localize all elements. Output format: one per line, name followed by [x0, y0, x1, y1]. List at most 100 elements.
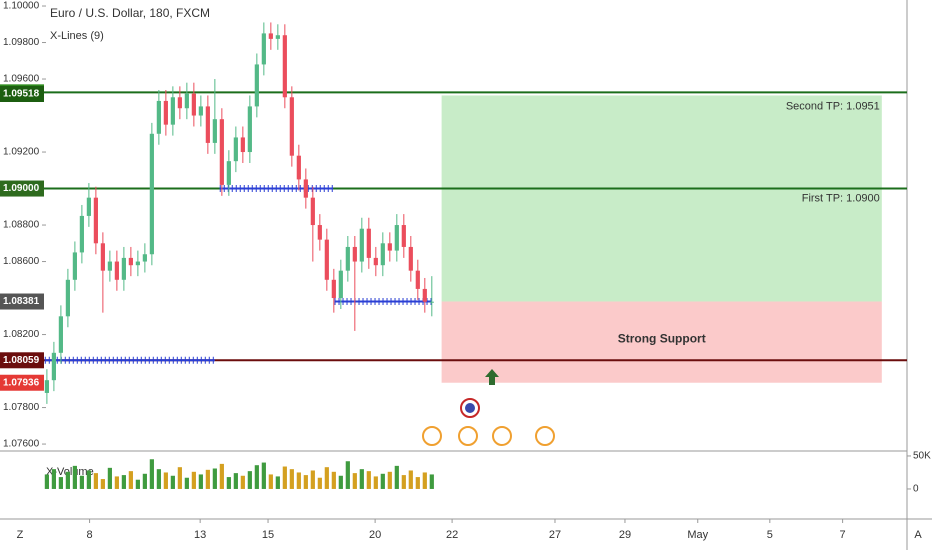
x-tick-label: 5 — [767, 529, 773, 541]
y-tick-label: 1.07600 — [3, 439, 40, 450]
price-tag-label: 1.08059 — [3, 355, 40, 366]
volume-bar — [247, 471, 252, 489]
candle-body — [268, 33, 273, 39]
event-icon — [535, 426, 555, 446]
candle-body — [408, 246, 413, 271]
candle-body — [205, 106, 210, 143]
volume-bar — [128, 471, 133, 489]
buy-arrow — [485, 369, 499, 385]
candle-body — [254, 64, 259, 107]
target-zone — [441, 301, 882, 383]
candle-body — [275, 35, 280, 39]
y-tick-label: 1.07800 — [3, 402, 40, 413]
candle-body — [338, 270, 343, 299]
volume-bar — [310, 470, 315, 489]
candle-body — [198, 106, 203, 116]
volume-bar — [93, 473, 98, 489]
candle-body — [170, 97, 175, 125]
price-tag-label: 1.09000 — [3, 183, 40, 194]
candle-body — [93, 197, 98, 244]
x-tick-label: 22 — [446, 529, 458, 541]
volume-bar — [170, 475, 175, 489]
volume-bar — [345, 461, 350, 489]
candle-body — [282, 35, 287, 98]
volume-bar — [86, 470, 91, 489]
candle-body — [380, 243, 385, 266]
price-tag — [0, 374, 44, 391]
volume-bar — [408, 470, 413, 489]
volume-bar — [359, 469, 364, 489]
candle-body — [310, 197, 315, 226]
candle-body — [373, 257, 378, 266]
volume-bar — [289, 469, 294, 489]
volume-bar — [226, 477, 231, 489]
x-tick-label: 20 — [369, 529, 381, 541]
candle-body — [317, 225, 322, 240]
volume-bar — [135, 479, 140, 489]
event-icon — [492, 426, 512, 446]
volume-bar — [163, 472, 168, 489]
corner-left: Z — [17, 529, 24, 541]
x-tick-label: 15 — [262, 529, 274, 541]
volume-bar — [72, 465, 77, 489]
candle-body — [79, 215, 84, 253]
candle-body — [163, 100, 168, 125]
chart-title: Euro / U.S. Dollar, 180, FXCM — [50, 6, 210, 20]
candle-body — [359, 228, 364, 262]
price-tag — [0, 293, 44, 310]
indicator-label: X-Lines (9) — [50, 30, 104, 42]
candle-body — [121, 257, 126, 280]
volume-bar — [338, 475, 343, 489]
x-tick-label: 8 — [87, 529, 93, 541]
candle-body — [128, 257, 133, 266]
volume-bar — [394, 465, 399, 489]
volume-bar — [352, 473, 357, 489]
target-zone — [441, 95, 882, 302]
volume-bar — [387, 471, 392, 489]
candle-body — [324, 239, 329, 280]
x-tick-label: May — [687, 529, 708, 541]
candle-body — [156, 100, 161, 134]
candle-body — [429, 301, 434, 303]
price-tag — [0, 180, 44, 197]
volume-bar — [121, 475, 126, 489]
volume-bar — [107, 467, 112, 489]
volume-bar — [261, 462, 266, 489]
price-tag — [0, 352, 44, 369]
zone-label: Strong Support — [618, 331, 706, 345]
volume-bar — [149, 459, 154, 489]
candle-body — [65, 279, 70, 317]
volume-bar — [268, 474, 273, 489]
candle-body — [44, 380, 49, 393]
volume-bar — [184, 477, 189, 489]
volume-bar — [422, 472, 427, 489]
event-icon — [458, 426, 478, 446]
candle-body — [387, 243, 392, 251]
volume-bar — [205, 469, 210, 489]
candle-body — [401, 225, 406, 247]
candle-body — [114, 261, 119, 280]
volume-bar — [282, 466, 287, 489]
candle-body — [296, 155, 301, 180]
volume-bar — [429, 474, 434, 489]
price-tag — [0, 85, 44, 102]
volume-bar — [401, 475, 406, 489]
y-tick-label: 1.10000 — [3, 1, 40, 12]
candle-body — [352, 246, 357, 262]
candle-body — [149, 133, 154, 255]
price-tag-label: 1.09518 — [3, 89, 40, 100]
candle-body — [191, 93, 196, 116]
candle-body — [247, 106, 252, 153]
volume-bar — [58, 477, 63, 489]
y-tick-label: 1.09800 — [3, 37, 40, 48]
candle-body — [142, 254, 147, 262]
volume-bar — [296, 472, 301, 489]
candle-body — [415, 270, 420, 289]
volume-bar — [51, 469, 56, 489]
y-tick-label: 1.08800 — [3, 220, 40, 231]
volume-tick-label: 50K — [913, 451, 931, 462]
candle-body — [261, 33, 266, 65]
volume-bar — [219, 463, 224, 489]
volume-bar — [303, 475, 308, 489]
